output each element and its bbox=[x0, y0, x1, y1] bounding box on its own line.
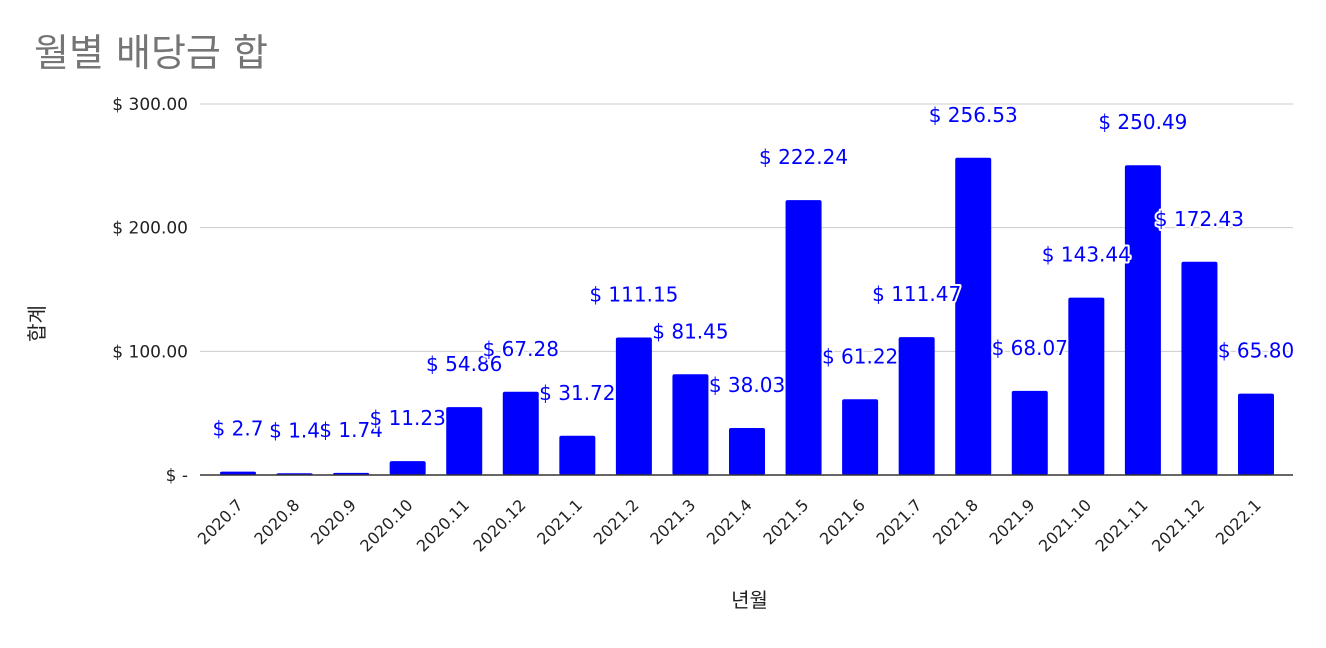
bar bbox=[446, 407, 483, 475]
data-label: $ 222.24 bbox=[759, 145, 848, 169]
y-tick-label: $ 200.00 bbox=[112, 219, 188, 239]
data-label: $ 256.53 bbox=[929, 103, 1018, 127]
x-tick-label: 2021.7 bbox=[872, 495, 925, 548]
data-label: $ 143.44 bbox=[1042, 243, 1131, 267]
data-label: $ 38.03 bbox=[709, 373, 785, 397]
y-tick-label: $ 300.00 bbox=[112, 95, 188, 115]
data-label: $ 1.4 bbox=[269, 418, 320, 442]
bar bbox=[559, 435, 596, 475]
bar bbox=[785, 200, 822, 475]
bar bbox=[1181, 261, 1218, 475]
bar bbox=[615, 337, 652, 475]
x-tick-label: 2021.3 bbox=[646, 495, 699, 548]
x-tick-label: 2020.12 bbox=[469, 495, 529, 555]
bar bbox=[1124, 165, 1161, 476]
data-label: $ 54.86 bbox=[426, 352, 502, 376]
x-tick-label: 2021.12 bbox=[1148, 495, 1208, 555]
bars bbox=[220, 157, 1274, 476]
y-axis-title: 합계 bbox=[25, 305, 49, 342]
data-label: $ 67.28 bbox=[483, 337, 559, 361]
gridlines bbox=[200, 103, 1293, 352]
bar bbox=[842, 399, 879, 475]
bar bbox=[502, 391, 539, 475]
data-label: $ 2.7 bbox=[213, 417, 264, 441]
data-label: $ 111.15 bbox=[589, 283, 678, 307]
data-label: $ 65.80 bbox=[1218, 339, 1294, 363]
x-tick-label: 2021.5 bbox=[759, 495, 812, 548]
data-label: $ 111.47 bbox=[872, 282, 961, 306]
x-tick-label: 2021.2 bbox=[590, 495, 643, 548]
y-axis-ticks: $ - $ 100.00 $ 200.00 $ 300.00 bbox=[112, 95, 188, 486]
x-tick-label: 2021.1 bbox=[533, 495, 586, 548]
data-label: $ 61.22 bbox=[822, 344, 898, 368]
bar bbox=[1011, 390, 1048, 475]
x-tick-label: 2020.10 bbox=[356, 495, 416, 555]
data-label: $ 172.43 bbox=[1155, 207, 1244, 231]
data-label: $ 31.72 bbox=[539, 381, 615, 405]
data-label: $ 81.45 bbox=[652, 319, 728, 343]
y-tick-label: $ - bbox=[166, 466, 188, 486]
bar bbox=[220, 471, 256, 475]
bar bbox=[955, 157, 992, 475]
x-tick-label: 2020.9 bbox=[307, 495, 360, 548]
x-tick-label: 2021.11 bbox=[1091, 495, 1151, 555]
y-tick-label: $ 100.00 bbox=[112, 342, 188, 362]
data-label: $ 11.23 bbox=[369, 406, 445, 430]
bar bbox=[1238, 393, 1274, 475]
data-label: $ 250.49 bbox=[1098, 110, 1187, 134]
x-tick-label: 2020.8 bbox=[250, 495, 303, 548]
bar bbox=[1068, 297, 1105, 475]
x-tick-label: 2021.9 bbox=[986, 495, 1039, 548]
x-tick-label: 2021.6 bbox=[816, 495, 869, 548]
data-label: $ 1.74 bbox=[319, 418, 383, 442]
bar bbox=[729, 427, 765, 475]
chart-title: 월별 배당금 합 bbox=[34, 31, 268, 75]
x-tick-label: 2022.1 bbox=[1212, 495, 1265, 548]
x-tick-label: 2020.11 bbox=[413, 495, 473, 555]
x-tick-label: 2021.4 bbox=[703, 495, 756, 548]
bar bbox=[898, 337, 935, 475]
x-tick-label: 2021.10 bbox=[1035, 495, 1095, 555]
bar bbox=[389, 461, 426, 475]
x-tick-label: 2020.7 bbox=[194, 495, 247, 548]
x-tick-label: 2021.8 bbox=[929, 495, 982, 548]
x-axis-title: 년월 bbox=[731, 588, 768, 612]
data-labels: $ 2.7 $ 1.4 $ 1.74$ 11.23 $ 54.86$ 67.28 $ 3… bbox=[211, 101, 1297, 445]
data-label: $ 68.07 bbox=[992, 336, 1068, 360]
bar bbox=[672, 374, 709, 475]
